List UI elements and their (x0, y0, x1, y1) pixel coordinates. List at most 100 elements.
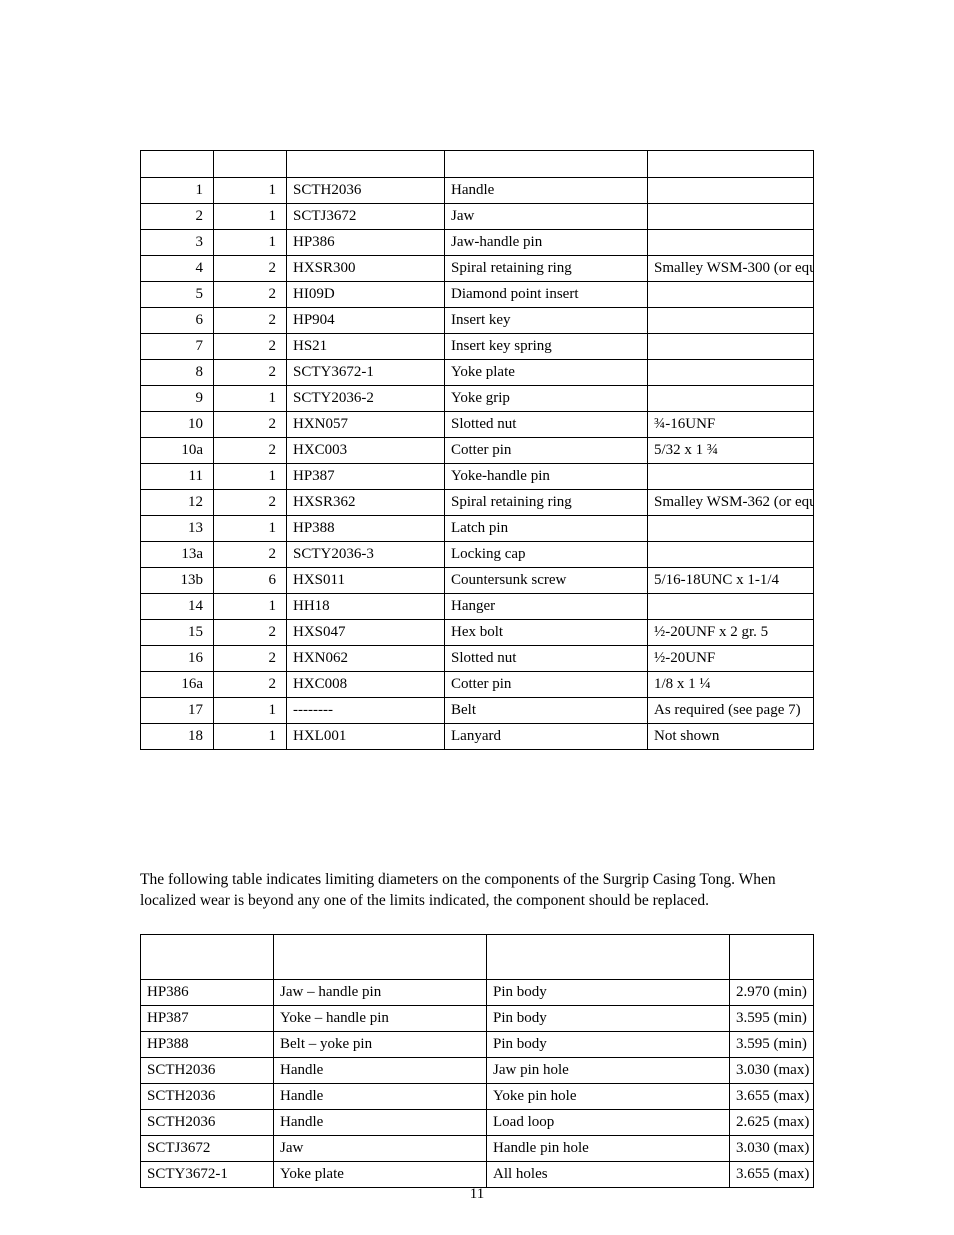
parts-cell: Belt (445, 698, 648, 724)
parts-header-cell (141, 151, 214, 178)
parts-cell: 4 (141, 256, 214, 282)
wear-cell: 3.595 (min) (730, 1031, 814, 1057)
parts-cell: Yoke plate (445, 360, 648, 386)
parts-cell: HXS047 (287, 620, 445, 646)
parts-cell: 2 (214, 672, 287, 698)
parts-cell: 2 (214, 282, 287, 308)
parts-cell: Smalley WSM-300 (or equal) (648, 256, 814, 282)
wear-row: SCTH2036HandleLoad loop2.625 (max) (141, 1109, 814, 1135)
wear-paragraph: The following table indicates limiting d… (140, 870, 814, 912)
parts-cell: 2 (214, 334, 287, 360)
wear-header-cell (274, 934, 487, 979)
parts-cell (648, 230, 814, 256)
wear-row: HP387Yoke – handle pinPin body3.595 (min… (141, 1005, 814, 1031)
parts-cell: 5/32 x 1 ¾ (648, 438, 814, 464)
parts-cell: Locking cap (445, 542, 648, 568)
parts-row: 42HXSR300Spiral retaining ringSmalley WS… (141, 256, 814, 282)
parts-row: 171--------BeltAs required (see page 7) (141, 698, 814, 724)
page-number: 11 (0, 1186, 954, 1203)
parts-cell: 1 (214, 594, 287, 620)
parts-cell: Jaw (445, 204, 648, 230)
parts-cell: 1 (214, 724, 287, 750)
parts-cell (648, 542, 814, 568)
wear-row: SCTH2036HandleYoke pin hole3.655 (max) (141, 1083, 814, 1109)
parts-header-cell (445, 151, 648, 178)
parts-cell: 2 (141, 204, 214, 230)
wear-cell: SCTY3672-1 (141, 1161, 274, 1187)
parts-cell: 10 (141, 412, 214, 438)
parts-cell: 8 (141, 360, 214, 386)
parts-cell: 2 (214, 256, 287, 282)
parts-cell: Yoke-handle pin (445, 464, 648, 490)
wear-cell: HP388 (141, 1031, 274, 1057)
wear-cell: 3.655 (max) (730, 1083, 814, 1109)
parts-cell: HP904 (287, 308, 445, 334)
parts-cell: Slotted nut (445, 412, 648, 438)
wear-cell: Jaw – handle pin (274, 979, 487, 1005)
parts-row: 72HS21Insert key spring (141, 334, 814, 360)
parts-cell (648, 386, 814, 412)
parts-cell: HXC003 (287, 438, 445, 464)
parts-row: 13a2SCTY2036-3Locking cap (141, 542, 814, 568)
parts-row: 10a2HXC003Cotter pin5/32 x 1 ¾ (141, 438, 814, 464)
wear-row: HP386Jaw – handle pinPin body2.970 (min) (141, 979, 814, 1005)
parts-cell: 2 (214, 620, 287, 646)
wear-cell: Yoke pin hole (487, 1083, 730, 1109)
parts-cell: 13 (141, 516, 214, 542)
parts-cell (648, 464, 814, 490)
wear-cell: Load loop (487, 1109, 730, 1135)
parts-row: 111HP387Yoke-handle pin (141, 464, 814, 490)
parts-cell: Jaw-handle pin (445, 230, 648, 256)
parts-cell: 2 (214, 542, 287, 568)
parts-cell: 12 (141, 490, 214, 516)
parts-cell: SCTY3672-1 (287, 360, 445, 386)
parts-cell: Not shown (648, 724, 814, 750)
parts-row: 16a2HXC008Cotter pin1/8 x 1 ¼ (141, 672, 814, 698)
wear-cell: Handle (274, 1057, 487, 1083)
wear-table-header-row (141, 934, 814, 979)
parts-row: 91SCTY2036-2Yoke grip (141, 386, 814, 412)
wear-cell: 3.030 (max) (730, 1135, 814, 1161)
parts-cell: 16a (141, 672, 214, 698)
parts-cell: HXN062 (287, 646, 445, 672)
parts-row: 31HP386Jaw-handle pin (141, 230, 814, 256)
parts-cell: 1 (214, 178, 287, 204)
parts-cell: 1 (214, 516, 287, 542)
wear-header-cell (141, 934, 274, 979)
parts-cell (648, 334, 814, 360)
parts-cell: Yoke grip (445, 386, 648, 412)
wear-cell: 2.970 (min) (730, 979, 814, 1005)
parts-cell: HXN057 (287, 412, 445, 438)
parts-cell: HXSR300 (287, 256, 445, 282)
parts-cell: HS21 (287, 334, 445, 360)
parts-cell (648, 360, 814, 386)
parts-cell: HP388 (287, 516, 445, 542)
parts-row: 52HI09DDiamond point insert (141, 282, 814, 308)
parts-cell: Smalley WSM-362 (or equal) (648, 490, 814, 516)
parts-cell: Cotter pin (445, 438, 648, 464)
wear-row: SCTJ3672JawHandle pin hole3.030 (max) (141, 1135, 814, 1161)
parts-cell: 15 (141, 620, 214, 646)
wear-header-cell (487, 934, 730, 979)
parts-row: 141HH18Hanger (141, 594, 814, 620)
parts-cell: Insert key (445, 308, 648, 334)
parts-cell: 2 (214, 646, 287, 672)
wear-cell: 2.625 (max) (730, 1109, 814, 1135)
parts-table: 11SCTH2036Handle21SCTJ3672Jaw31HP386Jaw-… (140, 150, 814, 750)
parts-cell: Hex bolt (445, 620, 648, 646)
wear-cell: Pin body (487, 1005, 730, 1031)
parts-cell: Spiral retaining ring (445, 256, 648, 282)
wear-cell: 3.595 (min) (730, 1005, 814, 1031)
parts-cell: Diamond point insert (445, 282, 648, 308)
parts-cell: 14 (141, 594, 214, 620)
parts-cell: Insert key spring (445, 334, 648, 360)
parts-cell: 1 (214, 386, 287, 412)
parts-cell (648, 282, 814, 308)
parts-cell: Cotter pin (445, 672, 648, 698)
parts-cell: 3 (141, 230, 214, 256)
parts-cell: 2 (214, 308, 287, 334)
parts-row: 82SCTY3672-1Yoke plate (141, 360, 814, 386)
parts-cell: 7 (141, 334, 214, 360)
wear-cell: Jaw pin hole (487, 1057, 730, 1083)
parts-cell (648, 594, 814, 620)
